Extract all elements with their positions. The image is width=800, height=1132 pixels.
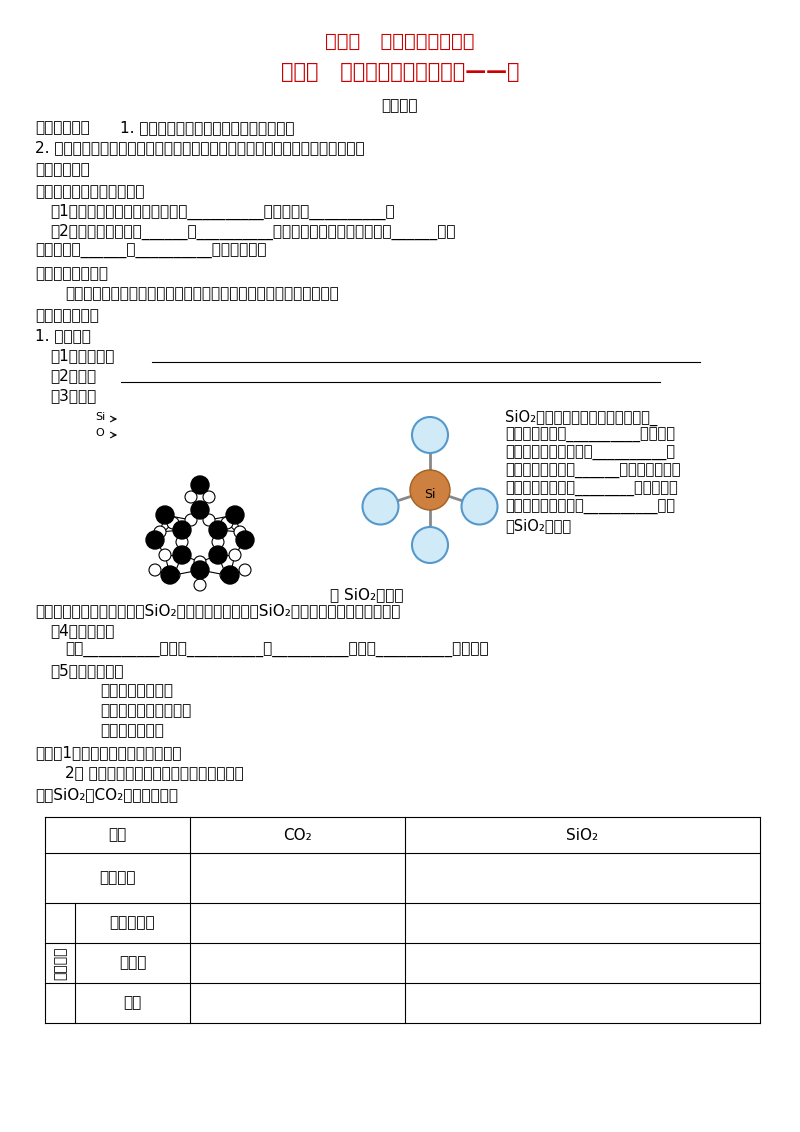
Text: O: O: [375, 505, 386, 518]
Circle shape: [194, 556, 206, 568]
Text: 的 SiO₂分子。: 的 SiO₂分子。: [330, 588, 403, 602]
Text: 与氢氟酸的反应：: 与氢氟酸的反应：: [100, 683, 173, 698]
Text: CO₂: CO₂: [283, 827, 312, 842]
Text: 【自主学习】: 【自主学习】: [35, 162, 90, 177]
Circle shape: [161, 566, 179, 584]
Circle shape: [226, 506, 244, 524]
Circle shape: [203, 514, 215, 526]
Circle shape: [410, 470, 450, 511]
Text: 颜色、状态: 颜色、状态: [110, 916, 155, 931]
Text: 合。二氧化硅晶体中__________单个: 合。二氧化硅晶体中__________单个: [505, 500, 675, 515]
Text: （4）物理性质: （4）物理性质: [50, 623, 114, 638]
Text: 【考纲要求】: 【考纲要求】: [35, 120, 90, 135]
Text: 第四章   非金属及其化合物: 第四章 非金属及其化合物: [326, 32, 474, 51]
Circle shape: [149, 564, 161, 576]
Circle shape: [185, 514, 197, 526]
Circle shape: [173, 521, 191, 539]
Circle shape: [191, 561, 209, 578]
Text: SiO₂: SiO₂: [566, 827, 598, 842]
Text: O: O: [425, 434, 435, 446]
Text: O: O: [95, 428, 104, 438]
Circle shape: [146, 531, 164, 549]
Text: （1）存在形态: （1）存在形态: [50, 348, 114, 363]
Text: 思考：试根据硅的原子结构示意图分析硅的化学性质及主要化合物。: 思考：试根据硅的原子结构示意图分析硅的化学性质及主要化合物。: [65, 286, 338, 301]
Text: 与碱性氧化物的反应：: 与碱性氧化物的反应：: [100, 703, 191, 718]
Circle shape: [229, 549, 241, 561]
Text: 的SiO₂分子。: 的SiO₂分子。: [505, 518, 571, 533]
Text: O: O: [474, 505, 485, 518]
Circle shape: [194, 578, 206, 591]
Text: 2. 用二氧化硅的物理、化学性质和用途解决问题。并会书写对应的化学方程式。: 2. 用二氧化硅的物理、化学性质和用途解决问题。并会书写对应的化学方程式。: [35, 140, 365, 155]
Text: 熔点__________、硬度__________、__________导电，__________溶于水。: 熔点__________、硬度__________、__________导电，_…: [65, 643, 489, 658]
Circle shape: [462, 489, 498, 524]
Text: 1. 二氧化硅: 1. 二氧化硅: [35, 328, 91, 343]
Text: 硬度: 硬度: [123, 995, 142, 1011]
Text: 第一课时: 第一课时: [382, 98, 418, 113]
Text: 2、 实验室在存放强碱溶液时要注意什么？: 2、 实验室在存放强碱溶液时要注意什么？: [65, 765, 244, 780]
Text: 二、硅的原子结构: 二、硅的原子结构: [35, 266, 108, 281]
Text: 熔沸点: 熔沸点: [119, 955, 146, 970]
Circle shape: [173, 546, 191, 564]
Text: （2）用途: （2）用途: [50, 368, 96, 383]
Circle shape: [221, 517, 233, 529]
Text: 三、硅的化合物: 三、硅的化合物: [35, 308, 99, 323]
Circle shape: [412, 528, 448, 563]
Circle shape: [220, 569, 232, 581]
Text: 类比SiO₂与CO₂的性质比较：: 类比SiO₂与CO₂的性质比较：: [35, 787, 178, 801]
Circle shape: [159, 549, 171, 561]
Text: 第一节   无机非金属材料的主角——硅: 第一节 无机非金属材料的主角——硅: [281, 62, 519, 82]
Text: 名称: 名称: [108, 827, 126, 842]
Text: O: O: [425, 543, 435, 557]
Circle shape: [236, 531, 254, 549]
Text: 的比例所组成的__________结构的晶: 的比例所组成的__________结构的晶: [505, 428, 675, 443]
Text: 思考：结合生活实际，根据SiO₂的存在和应用，分析SiO₂的物理性质及化学稳定性。: 思考：结合生活实际，根据SiO₂的存在和应用，分析SiO₂的物理性质及化学稳定性…: [35, 603, 400, 618]
Circle shape: [221, 566, 239, 584]
Text: 1. 知道硅在自然界的含量、存在和用途。: 1. 知道硅在自然界的含量、存在和用途。: [120, 120, 294, 135]
Circle shape: [191, 501, 209, 518]
Circle shape: [176, 535, 188, 548]
Circle shape: [154, 526, 166, 538]
Circle shape: [209, 546, 227, 564]
Circle shape: [203, 491, 215, 503]
Text: 思考：1、实验室如何保存氢氟酸？: 思考：1、实验室如何保存氢氟酸？: [35, 745, 182, 760]
Text: Si: Si: [95, 412, 106, 422]
Circle shape: [209, 521, 227, 539]
Text: （3）结构: （3）结构: [50, 388, 96, 403]
Text: （2）存在：硅是构成______与__________的基本元素，在自然界中都以______态存: （2）存在：硅是构成______与__________的基本元素，在自然界中都以…: [50, 224, 455, 240]
Text: 在，主要以______和__________的形式存在。: 在，主要以______和__________的形式存在。: [35, 245, 266, 259]
Text: 与强碱的反应：: 与强碱的反应：: [100, 723, 164, 738]
Text: 物理性质: 物理性质: [53, 946, 67, 980]
Circle shape: [362, 489, 398, 524]
Text: （5）化学性质：: （5）化学性质：: [50, 663, 123, 678]
Text: 结构特点: 结构特点: [99, 871, 136, 885]
Circle shape: [239, 564, 251, 576]
Text: 每个氧原子周围与________个硅原子结: 每个氧原子周围与________个硅原子结: [505, 482, 678, 497]
Circle shape: [212, 535, 224, 548]
Text: 体，其基本结构单元为__________，: 体，其基本结构单元为__________，: [505, 446, 675, 461]
Circle shape: [234, 526, 246, 538]
Circle shape: [156, 506, 174, 524]
Circle shape: [191, 475, 209, 494]
Text: 一、硅在自然界中的存在：: 一、硅在自然界中的存在：: [35, 185, 145, 199]
Text: Si: Si: [424, 489, 436, 501]
Circle shape: [412, 417, 448, 453]
Text: SiO₂晶体是由硅原子和氧原子按照_: SiO₂晶体是由硅原子和氧原子按照_: [505, 410, 658, 427]
Text: （1）含量：在地壳中的含量居第__________位，仅次于__________。: （1）含量：在地壳中的含量居第__________位，仅次于__________…: [50, 204, 394, 221]
Circle shape: [185, 491, 197, 503]
Circle shape: [168, 569, 180, 581]
Circle shape: [167, 517, 179, 529]
Text: 每个硅原子周围与______个氧原子结合，: 每个硅原子周围与______个氧原子结合，: [505, 464, 681, 479]
